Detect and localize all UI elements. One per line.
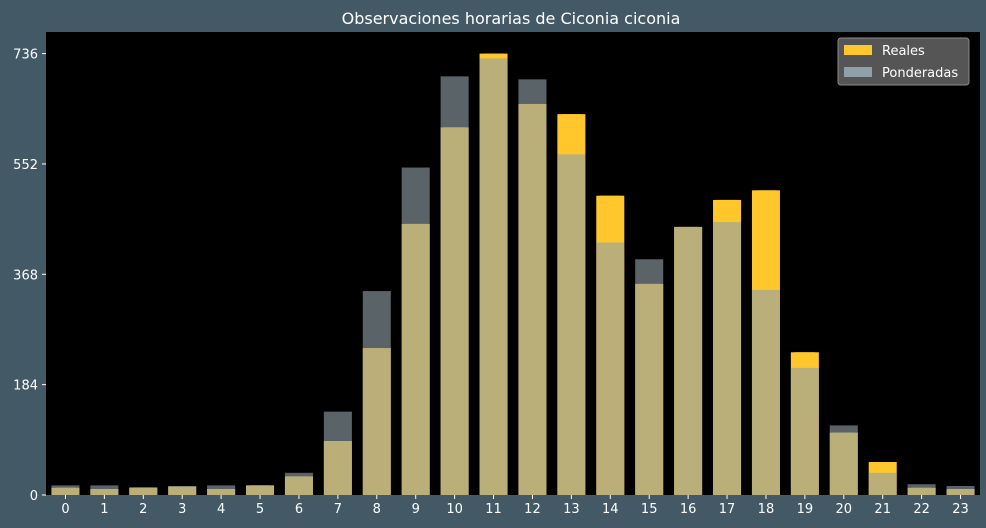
bar-ponderadas-7 <box>323 411 352 495</box>
x-tick-label-13: 13 <box>563 502 580 517</box>
x-tick-label-1: 1 <box>100 502 108 517</box>
x-tick-label-11: 11 <box>485 502 502 517</box>
x-tick-label-0: 0 <box>61 502 69 517</box>
bar-ponderadas-10 <box>440 76 469 495</box>
legend: Reales Ponderadas <box>837 37 970 86</box>
x-tick-label-12: 12 <box>524 502 541 517</box>
y-tick-label-0: 0 <box>30 489 38 504</box>
x-tick-label-6: 6 <box>295 502 303 517</box>
x-tick-label-7: 7 <box>334 502 342 517</box>
x-tick-label-16: 16 <box>680 502 697 517</box>
x-tick-label-21: 21 <box>874 502 891 517</box>
bar-ponderadas-0 <box>51 485 80 495</box>
x-tick-label-22: 22 <box>913 502 930 517</box>
bar-ponderadas-18 <box>751 289 780 495</box>
x-tick-label-14: 14 <box>602 502 619 517</box>
bar-ponderadas-8 <box>362 291 391 495</box>
legend-swatch-reales <box>844 45 872 55</box>
x-tick-label-23: 23 <box>952 502 969 517</box>
bar-ponderadas-1 <box>90 485 119 495</box>
x-tick-label-18: 18 <box>758 502 775 517</box>
bar-ponderadas-12 <box>518 79 547 496</box>
x-tick-label-20: 20 <box>836 502 853 517</box>
bar-ponderadas-15 <box>635 259 664 495</box>
bar-ponderadas-13 <box>557 154 586 495</box>
bar-ponderadas-11 <box>479 58 508 495</box>
bar-ponderadas-3 <box>168 486 197 495</box>
bar-ponderadas-4 <box>207 485 236 495</box>
legend-swatch-ponderadas <box>844 67 872 77</box>
x-tick-label-15: 15 <box>641 502 658 517</box>
x-tick-label-9: 9 <box>412 502 420 517</box>
bar-ponderadas-17 <box>713 222 742 496</box>
x-tick-label-2: 2 <box>139 502 147 517</box>
bar-ponderadas-23 <box>946 486 975 495</box>
bar-ponderadas-20 <box>829 425 858 495</box>
bar-ponderadas-21 <box>868 472 897 495</box>
bar-ponderadas-5 <box>246 486 275 495</box>
bar-ponderadas-22 <box>907 484 936 495</box>
x-tick-label-19: 19 <box>797 502 814 517</box>
bar-ponderadas-16 <box>674 226 703 495</box>
plot-area <box>46 32 980 495</box>
x-tick-label-10: 10 <box>446 502 463 517</box>
chart-title: Observaciones horarias de Ciconia ciconi… <box>342 9 681 28</box>
x-tick-label-17: 17 <box>719 502 736 517</box>
legend-label-reales: Reales <box>882 44 925 59</box>
bar-ponderadas-6 <box>284 472 313 495</box>
y-tick-label-736: 736 <box>13 48 38 63</box>
bar-ponderadas-19 <box>790 367 819 495</box>
bar-ponderadas-2 <box>129 487 158 495</box>
x-tick-label-4: 4 <box>217 502 225 517</box>
legend-label-ponderadas: Ponderadas <box>882 66 958 81</box>
bar-ponderadas-9 <box>401 167 430 496</box>
y-tick-label-552: 552 <box>13 158 38 173</box>
bar-ponderadas-14 <box>596 242 625 495</box>
y-tick-label-368: 368 <box>13 268 38 283</box>
x-tick-label-3: 3 <box>178 502 186 517</box>
bars-layer <box>51 53 975 496</box>
x-tick-label-5: 5 <box>256 502 264 517</box>
y-tick-label-184: 184 <box>13 379 38 394</box>
x-tick-label-8: 8 <box>373 502 381 517</box>
